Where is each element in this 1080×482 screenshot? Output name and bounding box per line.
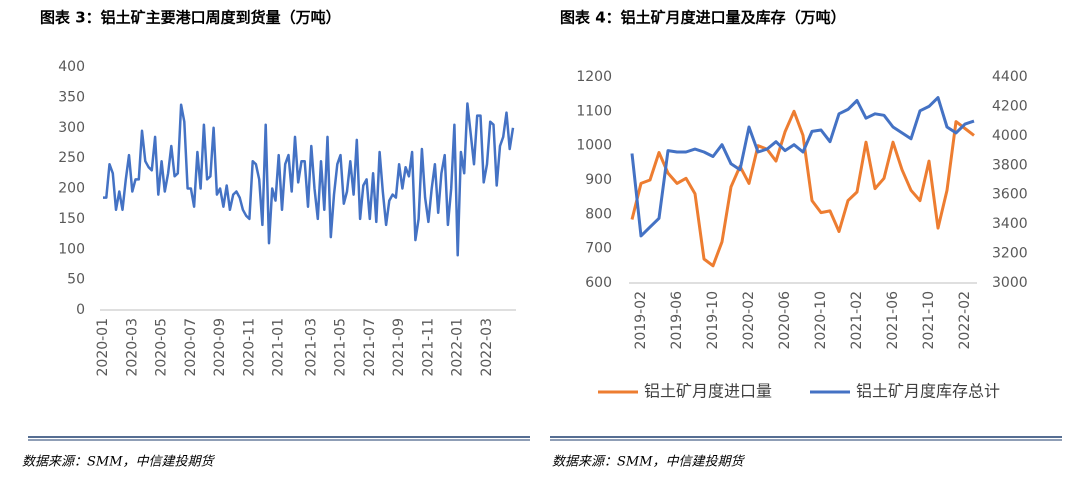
y-tick-label: 600 xyxy=(585,275,612,291)
y2-tick-label: 4000 xyxy=(992,128,1028,144)
source-note: 数据来源：SMM，中信建投期货 xyxy=(552,455,746,470)
x-tick-label: 2021-01 xyxy=(271,318,287,377)
y-tick-label: 1000 xyxy=(576,138,612,154)
x-tick-label: 2022-01 xyxy=(450,318,466,377)
y2-tick-label: 3600 xyxy=(992,187,1028,203)
x-tick-label: 2019-02 xyxy=(633,291,649,350)
x-tick-label: 2021-06 xyxy=(885,291,901,350)
x-tick-label: 2020-05 xyxy=(154,318,170,377)
x-tick-label: 2020-03 xyxy=(124,318,140,377)
x-tick-label: 2022-02 xyxy=(957,291,973,350)
y-tick-label: 300 xyxy=(58,120,85,136)
y2-tick-label: 4400 xyxy=(992,69,1028,85)
x-tick-label: 2020-11 xyxy=(241,318,257,377)
data-line xyxy=(630,96,975,238)
y-tick-label: 50 xyxy=(67,272,85,288)
data-line xyxy=(630,109,975,268)
x-tick-label: 2019-06 xyxy=(669,291,685,350)
y-tick-label: 0 xyxy=(76,302,85,318)
x-tick-label: 2021-05 xyxy=(333,318,349,377)
x-tick-label: 2021-02 xyxy=(849,291,865,350)
y-tick-label: 900 xyxy=(585,172,612,188)
x-tick-label: 2020-02 xyxy=(741,291,757,350)
y2-tick-label: 3000 xyxy=(992,275,1028,291)
x-tick-label: 2021-09 xyxy=(391,318,407,377)
y-tick-label: 700 xyxy=(585,241,612,257)
y-tick-label: 100 xyxy=(58,241,85,257)
y-tick-label: 250 xyxy=(58,150,85,166)
x-tick-label: 2021-11 xyxy=(420,318,436,377)
x-tick-label: 2021-10 xyxy=(921,291,937,350)
y2-tick-label: 3400 xyxy=(992,216,1028,232)
legend-label: 铝土矿月度进口量 xyxy=(644,382,772,401)
y-tick-label: 1200 xyxy=(576,69,612,85)
x-tick-label: 2021-07 xyxy=(362,318,378,377)
y-tick-label: 1100 xyxy=(576,103,612,119)
y2-tick-label: 3200 xyxy=(992,246,1028,262)
y-tick-label: 800 xyxy=(585,206,612,222)
y-tick-label: 150 xyxy=(58,211,85,227)
y-tick-label: 200 xyxy=(58,181,85,197)
y-tick-label: 350 xyxy=(58,89,85,105)
chart-title: 图表 3：铝土矿主要港口周度到货量（万吨） xyxy=(40,9,341,27)
x-tick-label: 2020-07 xyxy=(183,318,199,377)
source-note: 数据来源：SMM，中信建投期货 xyxy=(22,455,216,470)
x-tick-label: 2020-06 xyxy=(777,291,793,350)
x-tick-label: 2020-01 xyxy=(95,318,111,377)
y2-tick-label: 3800 xyxy=(992,157,1028,173)
chart-title: 图表 4：铝土矿月度进口量及库存（万吨） xyxy=(560,9,846,27)
x-tick-label: 2022-03 xyxy=(479,318,495,377)
data-line xyxy=(103,102,515,257)
legend-label: 铝土矿月度库存总计 xyxy=(856,382,1000,401)
y2-tick-label: 4200 xyxy=(992,98,1028,114)
x-tick-label: 2021-03 xyxy=(303,318,319,377)
x-tick-label: 2020-09 xyxy=(212,318,228,377)
y-tick-label: 400 xyxy=(58,59,85,75)
x-tick-label: 2019-10 xyxy=(705,291,721,350)
x-tick-label: 2020-10 xyxy=(813,291,829,350)
